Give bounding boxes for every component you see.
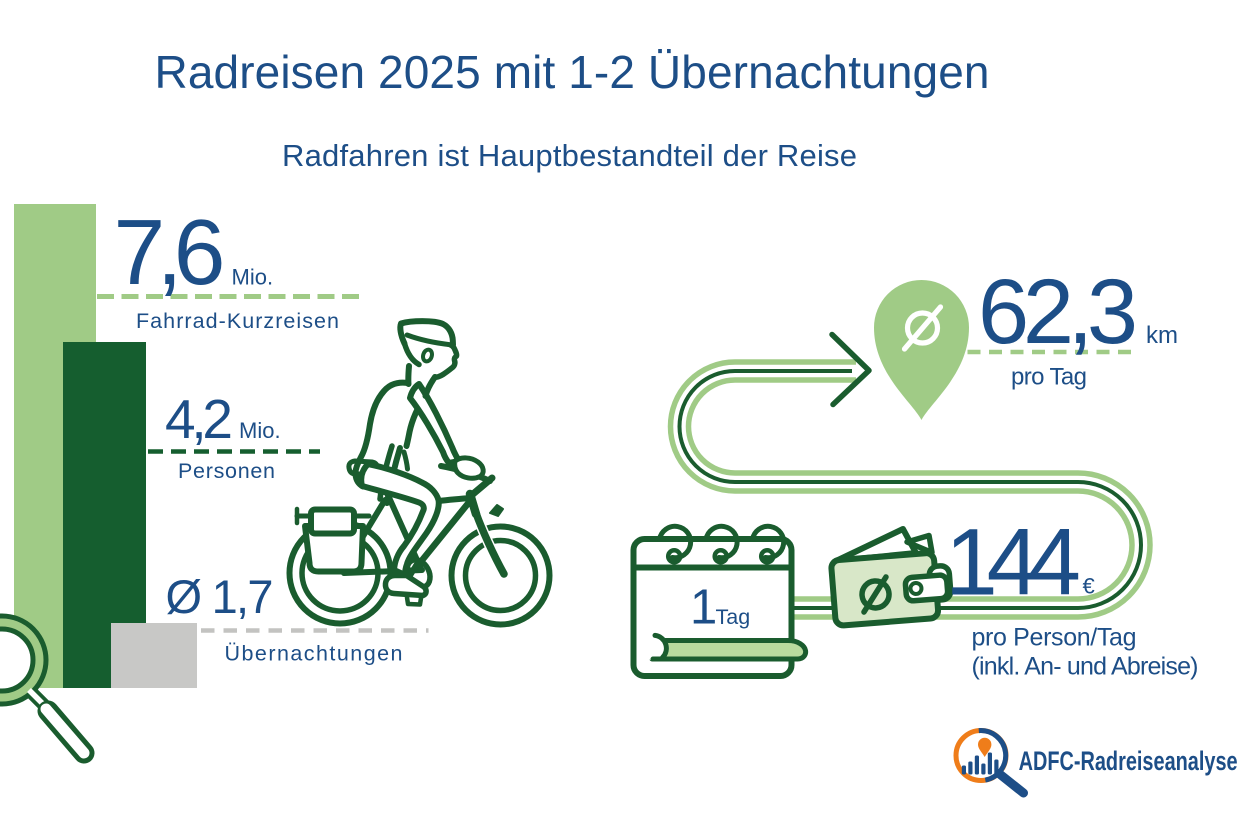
svg-text:Tag: Tag xyxy=(716,605,751,629)
svg-text:Ø 1,7: Ø 1,7 xyxy=(166,570,274,623)
svg-text:pro Tag: pro Tag xyxy=(1011,364,1087,391)
svg-text:km: km xyxy=(1146,322,1178,349)
svg-text:144: 144 xyxy=(945,510,1081,616)
svg-text:Radfahren ist Hauptbestandteil: Radfahren ist Hauptbestandteil der Reise xyxy=(282,138,857,173)
svg-text:ADFC-Radreiseanalyse: ADFC-Radreiseanalyse xyxy=(1019,746,1238,776)
svg-text:€: € xyxy=(1083,574,1095,599)
svg-text:7,6: 7,6 xyxy=(114,200,226,304)
svg-text:Personen: Personen xyxy=(178,459,275,483)
svg-text:(inkl. An- und Abreise): (inkl. An- und Abreise) xyxy=(972,652,1199,680)
svg-text:Mio.: Mio. xyxy=(239,418,281,443)
svg-text:Übernachtungen: Übernachtungen xyxy=(225,642,403,666)
svg-text:pro Person/Tag: pro Person/Tag xyxy=(972,623,1137,651)
svg-text:Mio.: Mio. xyxy=(232,264,274,289)
svg-text:62,3: 62,3 xyxy=(978,261,1138,363)
svg-text:1: 1 xyxy=(690,581,717,635)
svg-text:4,2: 4,2 xyxy=(165,388,233,450)
svg-text:Fahrrad-Kurzreisen: Fahrrad-Kurzreisen xyxy=(136,309,339,333)
svg-text:Radreisen 2025 mit 1-2 Übernac: Radreisen 2025 mit 1-2 Übernachtungen xyxy=(155,46,990,98)
